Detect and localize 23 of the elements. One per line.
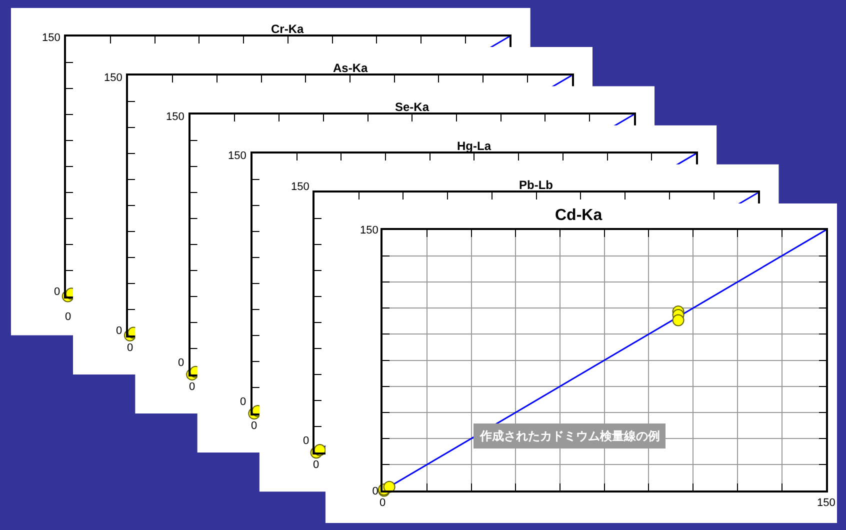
text: 150: [291, 181, 310, 193]
chart-title: Cd-Ka: [555, 207, 602, 224]
text: 0: [251, 420, 258, 432]
text: Pb-Lb: [519, 178, 553, 192]
text: Se-Ka: [395, 100, 430, 114]
text: 150: [104, 72, 122, 84]
text: Hg-La: [457, 139, 492, 153]
text: Cr-Ka: [271, 22, 304, 36]
annotation: 作成されたカドミウム検量線の例: [479, 429, 660, 443]
point: [672, 314, 684, 326]
text: 150: [166, 111, 184, 123]
text: 0: [240, 396, 246, 408]
text: As-Ka: [333, 61, 368, 75]
text: 0: [178, 357, 184, 369]
text: 0: [303, 435, 310, 447]
text: 150: [42, 32, 60, 44]
text: 0: [116, 325, 122, 337]
text: 0: [313, 459, 320, 471]
text: 150: [228, 150, 246, 162]
text: 0: [65, 311, 72, 323]
text: 0: [189, 381, 196, 393]
text: 0: [54, 286, 60, 298]
text: 0: [127, 342, 134, 354]
